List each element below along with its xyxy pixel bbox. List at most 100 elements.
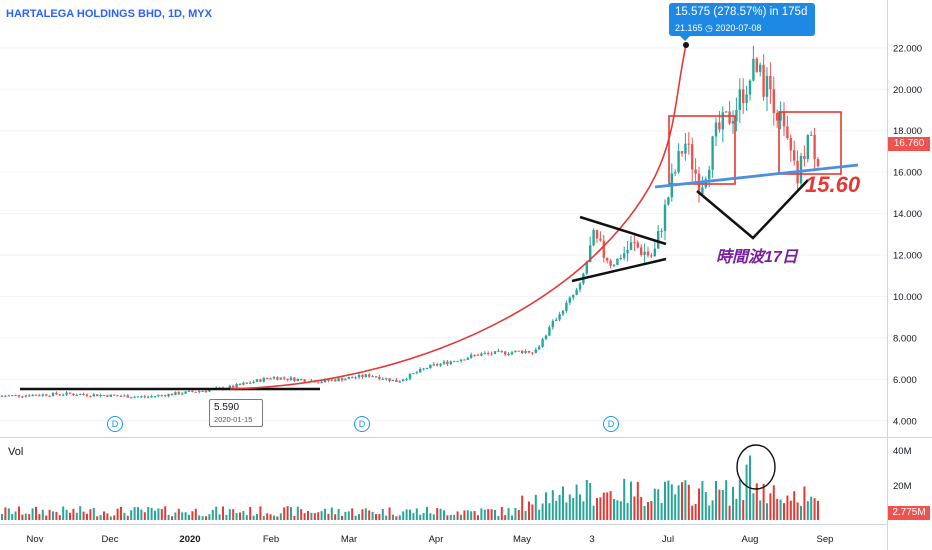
- candle-body: [194, 391, 197, 393]
- volume-bar: [137, 507, 139, 520]
- volume-bar: [347, 511, 350, 520]
- candle-body: [412, 373, 415, 375]
- volume-bar: [412, 513, 415, 520]
- volume-bar: [55, 511, 58, 520]
- volume-bar: [592, 505, 595, 520]
- candle-body: [725, 111, 728, 113]
- candle-body: [623, 253, 626, 258]
- time-tick-label: 3: [589, 534, 594, 545]
- candle-body: [252, 381, 255, 383]
- volume-bar: [7, 508, 10, 520]
- volume-bar: [368, 510, 371, 520]
- candle-body: [14, 394, 17, 396]
- volume-bar: [439, 508, 442, 520]
- candle-body: [572, 294, 575, 298]
- candle-body: [204, 390, 208, 392]
- candle-body: [269, 378, 272, 380]
- volume-bar: [130, 510, 133, 520]
- volume-bar: [432, 514, 435, 520]
- dividend-marker[interactable]: D: [107, 416, 123, 432]
- candle-body: [470, 354, 473, 358]
- volume-bar: [490, 509, 493, 520]
- volume-bar: [531, 504, 534, 520]
- price-tick-label: 12.000: [893, 251, 922, 262]
- time-tick-label: Apr: [429, 534, 444, 545]
- volume-bar: [803, 486, 806, 520]
- volume-bar: [647, 502, 649, 520]
- candle-body: [806, 135, 809, 160]
- volume-bar: [273, 515, 275, 520]
- volume-bar: [640, 496, 643, 520]
- candle-body: [201, 390, 204, 392]
- candle-body: [371, 376, 374, 378]
- dividend-marker[interactable]: D: [354, 416, 370, 432]
- volume-bar: [157, 508, 160, 520]
- volume-bar: [551, 490, 554, 520]
- candle-body: [640, 247, 643, 255]
- candle-body: [191, 390, 194, 392]
- candle-body: [524, 351, 527, 354]
- candle-body: [476, 354, 480, 356]
- candle-body: [289, 377, 293, 380]
- dividend-marker[interactable]: D: [603, 416, 619, 432]
- volume-bar: [589, 483, 592, 520]
- volume-bar: [664, 481, 666, 520]
- candle-body: [449, 361, 452, 365]
- volume-bar: [545, 492, 547, 520]
- volume-bar: [164, 506, 167, 520]
- price-tick-label: 20.000: [893, 85, 922, 96]
- price-tick-label: 18.000: [893, 126, 922, 137]
- candle-body: [99, 395, 102, 397]
- candle-body: [385, 378, 388, 380]
- candle-body: [527, 351, 531, 353]
- volume-bar: [35, 506, 37, 520]
- last-price-label: 16.760: [888, 137, 930, 151]
- volume-bar: [422, 512, 425, 520]
- candle-body: [123, 395, 126, 397]
- volume-tick-label: 20M: [893, 481, 912, 492]
- volume-bar: [293, 515, 296, 520]
- candle-body: [793, 150, 796, 161]
- candle-body: [738, 89, 741, 110]
- volume-bar: [436, 508, 439, 520]
- volume-bar: [92, 507, 95, 520]
- candle-body: [782, 111, 786, 127]
- volume-bar: [4, 507, 7, 520]
- candle-body: [96, 394, 99, 397]
- candle-body: [82, 394, 85, 396]
- volume-bar: [759, 500, 762, 520]
- candle-body: [340, 378, 344, 381]
- candle-body: [7, 395, 10, 397]
- candle-body: [755, 58, 758, 72]
- volume-bar: [398, 515, 401, 520]
- candle-body: [691, 144, 694, 170]
- volume-bar: [650, 500, 653, 520]
- volume-bar: [375, 514, 377, 520]
- volume-bar: [657, 489, 660, 520]
- candle-body: [79, 394, 82, 396]
- price-axis: 22.000 20.000 18.000 16.000 14.000 12.000 10.0…: [893, 43, 922, 427]
- candle-body: [629, 242, 633, 250]
- candle-body: [786, 126, 789, 139]
- candle-body: [459, 359, 463, 362]
- volume-bar: [415, 508, 418, 520]
- candle-body: [769, 75, 772, 90]
- volume-bar: [725, 480, 728, 520]
- volume-bar: [500, 506, 503, 520]
- support-level-annotation: 15.60: [805, 172, 861, 197]
- volume-bar: [181, 512, 184, 520]
- volume-bar: [303, 513, 306, 520]
- volume-bar: [392, 514, 394, 520]
- candle-body: [599, 238, 602, 241]
- candle-body: [473, 354, 476, 356]
- volume-bar: [65, 509, 68, 520]
- candle-body: [714, 122, 718, 137]
- candle-body: [153, 396, 157, 398]
- volume-bar: [371, 511, 374, 520]
- volume-bar: [606, 492, 609, 520]
- volume-bar: [256, 513, 258, 520]
- volume-bar: [738, 479, 741, 520]
- volume-bar: [653, 488, 656, 520]
- volume-bar: [779, 499, 782, 520]
